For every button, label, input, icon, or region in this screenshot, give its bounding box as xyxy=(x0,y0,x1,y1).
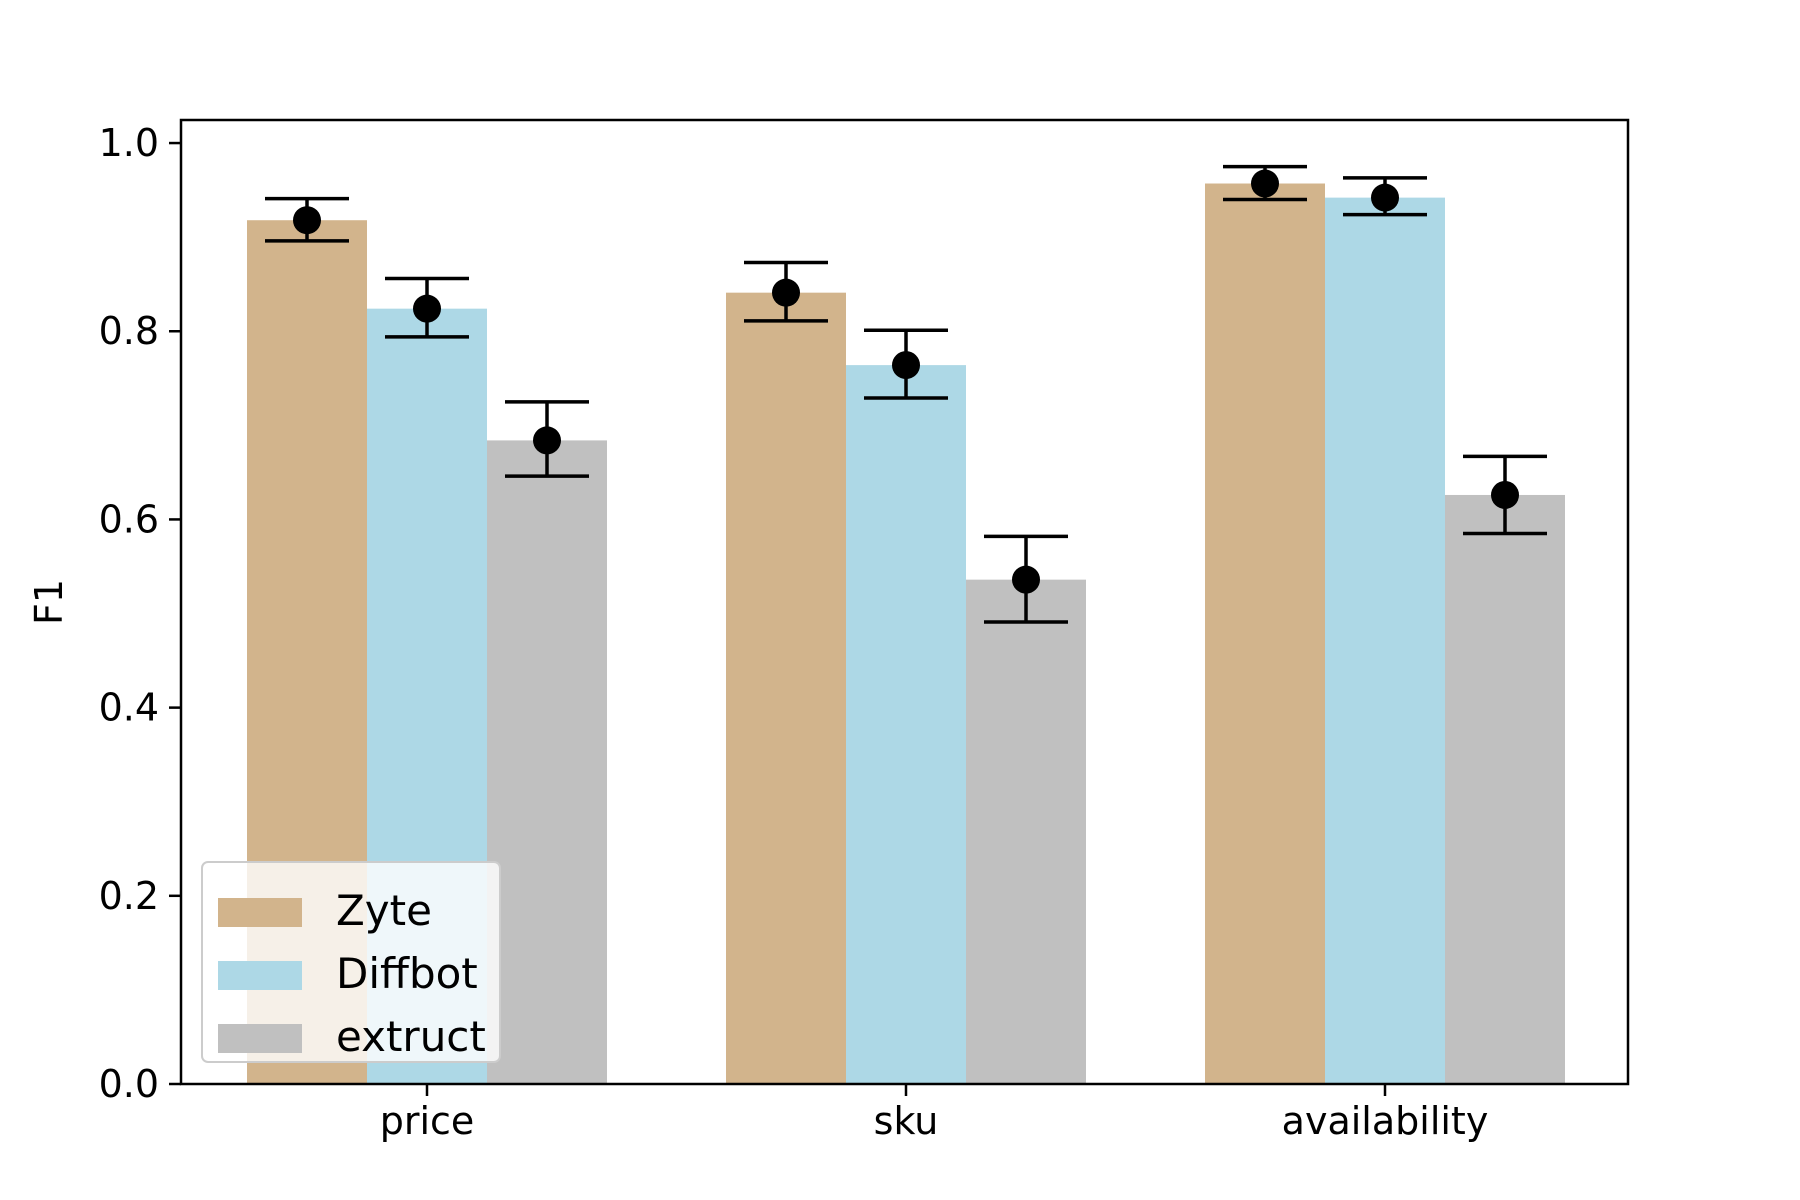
plot-frame xyxy=(179,118,1630,1086)
point-zyte-price xyxy=(293,206,321,235)
x-tick-label-sku: sku xyxy=(874,1099,939,1143)
point-zyte-availability xyxy=(1251,169,1279,198)
y-tick-label-0.2: 0.2 xyxy=(99,874,159,918)
error-bars-layer xyxy=(265,164,1547,624)
bar-extruct-price xyxy=(487,440,607,1084)
y-tick-label-0.4: 0.4 xyxy=(99,686,159,730)
bar-zyte-availability xyxy=(1205,183,1325,1084)
point-extruct-sku xyxy=(1012,565,1040,594)
y-tick-label-1.0: 1.0 xyxy=(99,121,159,165)
point-diffbot-price xyxy=(413,294,441,323)
point-zyte-sku xyxy=(772,278,800,307)
bar-extruct-availability xyxy=(1445,494,1565,1085)
x-tick-label-availability: availability xyxy=(1282,1099,1489,1143)
y-tick-label-0.0: 0.0 xyxy=(99,1062,159,1106)
legend-label-extruct: extruct xyxy=(336,1012,486,1061)
bar-zyte-sku xyxy=(726,292,846,1085)
bar-extruct-sku xyxy=(966,579,1086,1084)
bar-diffbot-sku xyxy=(846,365,966,1084)
legend-label-zyte: Zyte xyxy=(336,886,432,935)
point-diffbot-availability xyxy=(1371,183,1399,212)
legend-swatch-zyte xyxy=(218,898,302,927)
legend-swatch-diffbot xyxy=(218,961,302,990)
legend-label-diffbot: Diffbot xyxy=(336,949,478,998)
point-diffbot-sku xyxy=(892,351,920,380)
bars-layer xyxy=(247,183,1565,1085)
x-tick-label-price: price xyxy=(380,1099,475,1143)
y-tick-label-0.8: 0.8 xyxy=(99,309,159,353)
point-extruct-price xyxy=(533,426,561,455)
legend-swatch-extruct xyxy=(218,1024,302,1053)
bar-diffbot-availability xyxy=(1325,197,1445,1084)
x-axis: price sku availability xyxy=(380,1084,1489,1143)
y-tick-label-0.6: 0.6 xyxy=(99,497,159,541)
y-axis: 0.0 0.2 0.4 0.6 0.8 1.0 xyxy=(99,121,181,1106)
y-axis-label: F1 xyxy=(27,579,71,625)
legend: Zyte Diffbot extruct xyxy=(201,861,501,1063)
point-extruct-availability xyxy=(1491,480,1519,509)
